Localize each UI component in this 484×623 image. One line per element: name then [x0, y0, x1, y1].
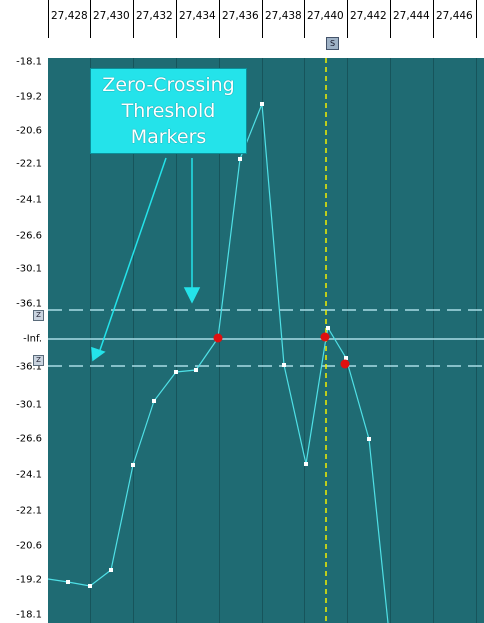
amplitude-label: -19.2: [16, 574, 42, 586]
sample-point[interactable]: [88, 584, 92, 588]
ruler-tick: [304, 0, 305, 38]
annotation-callout: Zero-Crossing Threshold Markers: [90, 68, 247, 154]
amplitude-label: -36.1: [16, 298, 42, 310]
arrow-head-down: [183, 287, 201, 304]
ruler-label: 27,444: [393, 10, 430, 22]
amplitude-label: -Inf.: [23, 333, 42, 345]
zero-crossing-point[interactable]: [340, 359, 350, 369]
amplitude-label: -18.1: [16, 609, 42, 621]
ruler-label: 27,432: [136, 10, 173, 22]
amplitude-label: -20.6: [16, 540, 42, 552]
threshold-handle-lower[interactable]: Z: [33, 355, 44, 366]
sample-point[interactable]: [304, 462, 308, 466]
ruler-label: 27,428: [51, 10, 88, 22]
amplitude-label: -36.1: [16, 361, 42, 373]
callout-line-1: Zero-Crossing: [102, 74, 235, 96]
arrow-head-left: [91, 346, 106, 362]
sample-point[interactable]: [194, 368, 198, 372]
zero-crossing-point[interactable]: [213, 333, 223, 343]
ruler-tick: [262, 0, 263, 38]
ruler-label: 27,438: [265, 10, 302, 22]
ruler-tick: [476, 0, 477, 38]
time-ruler[interactable]: 27,428 27,430 27,432 27,434 27,436 27,43…: [48, 0, 484, 58]
ruler-tick: [176, 0, 177, 38]
amplitude-label: -20.6: [16, 125, 42, 137]
threshold-handle-upper[interactable]: Z: [33, 310, 44, 321]
amplitude-label: -26.6: [16, 433, 42, 445]
sample-point[interactable]: [131, 463, 135, 467]
amplitude-label: -22.1: [16, 158, 42, 170]
cursor-marker-flag[interactable]: S: [326, 37, 339, 50]
sample-point[interactable]: [326, 326, 330, 330]
amplitude-label: -24.1: [16, 194, 42, 206]
ruler-label: 27,440: [307, 10, 344, 22]
ruler-label: 27,442: [350, 10, 387, 22]
callout-line-2: Threshold: [121, 100, 216, 122]
ruler-tick: [347, 0, 348, 38]
sample-point[interactable]: [282, 363, 286, 367]
sample-point[interactable]: [344, 356, 348, 360]
amplitude-label: -22.1: [16, 505, 42, 517]
amplitude-label: -30.1: [16, 399, 42, 411]
zero-crossing-points: [213, 332, 350, 369]
ruler-label: 27,446: [436, 10, 473, 22]
callout-line-3: Markers: [130, 126, 207, 148]
sample-points: [66, 102, 371, 588]
sample-point[interactable]: [66, 580, 70, 584]
sample-point[interactable]: [238, 157, 242, 161]
amplitude-label: -26.6: [16, 230, 42, 242]
ruler-label: 27,430: [93, 10, 130, 22]
callout-arrows: [91, 157, 201, 362]
amplitude-label: -24.1: [16, 469, 42, 481]
ruler-tick: [390, 0, 391, 38]
zero-crossing-point[interactable]: [320, 332, 330, 342]
amplitude-label: -18.1: [16, 56, 42, 68]
ruler-tick: [48, 0, 49, 38]
amplitude-label: -30.1: [16, 263, 42, 275]
ruler-tick: [90, 0, 91, 38]
sample-point[interactable]: [152, 399, 156, 403]
waveform-svg: [48, 58, 484, 623]
sample-point[interactable]: [367, 437, 371, 441]
amplitude-label: -19.2: [16, 91, 42, 103]
ruler-tick: [133, 0, 134, 38]
ruler-label: 27,434: [179, 10, 216, 22]
sample-point[interactable]: [109, 568, 113, 572]
sample-point[interactable]: [174, 370, 178, 374]
ruler-tick: [219, 0, 220, 38]
ruler-tick: [433, 0, 434, 38]
amplitude-scale: -18.1 -19.2 -20.6 -22.1 -24.1 -26.6 -30.…: [0, 56, 48, 623]
ruler-label: 27,436: [222, 10, 259, 22]
waveform-line: [48, 103, 389, 623]
sample-point[interactable]: [260, 102, 264, 106]
